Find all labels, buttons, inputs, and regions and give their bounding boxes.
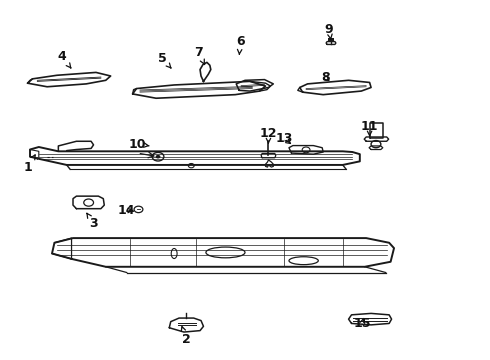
- Bar: [328, 38, 334, 41]
- Text: 3: 3: [87, 213, 98, 230]
- Text: 14: 14: [118, 204, 136, 217]
- Text: 9: 9: [325, 23, 333, 39]
- Text: 5: 5: [158, 51, 171, 68]
- Text: 7: 7: [194, 46, 205, 64]
- Circle shape: [156, 155, 160, 158]
- Text: 8: 8: [321, 71, 330, 84]
- Text: 11: 11: [361, 120, 378, 136]
- Text: 13: 13: [275, 132, 293, 145]
- Text: 4: 4: [57, 50, 71, 68]
- Text: 1: 1: [23, 155, 35, 174]
- Text: 12: 12: [260, 127, 277, 143]
- Text: 10: 10: [129, 138, 149, 150]
- Text: 6: 6: [236, 35, 245, 54]
- Text: 2: 2: [181, 327, 191, 346]
- Text: 15: 15: [353, 317, 371, 330]
